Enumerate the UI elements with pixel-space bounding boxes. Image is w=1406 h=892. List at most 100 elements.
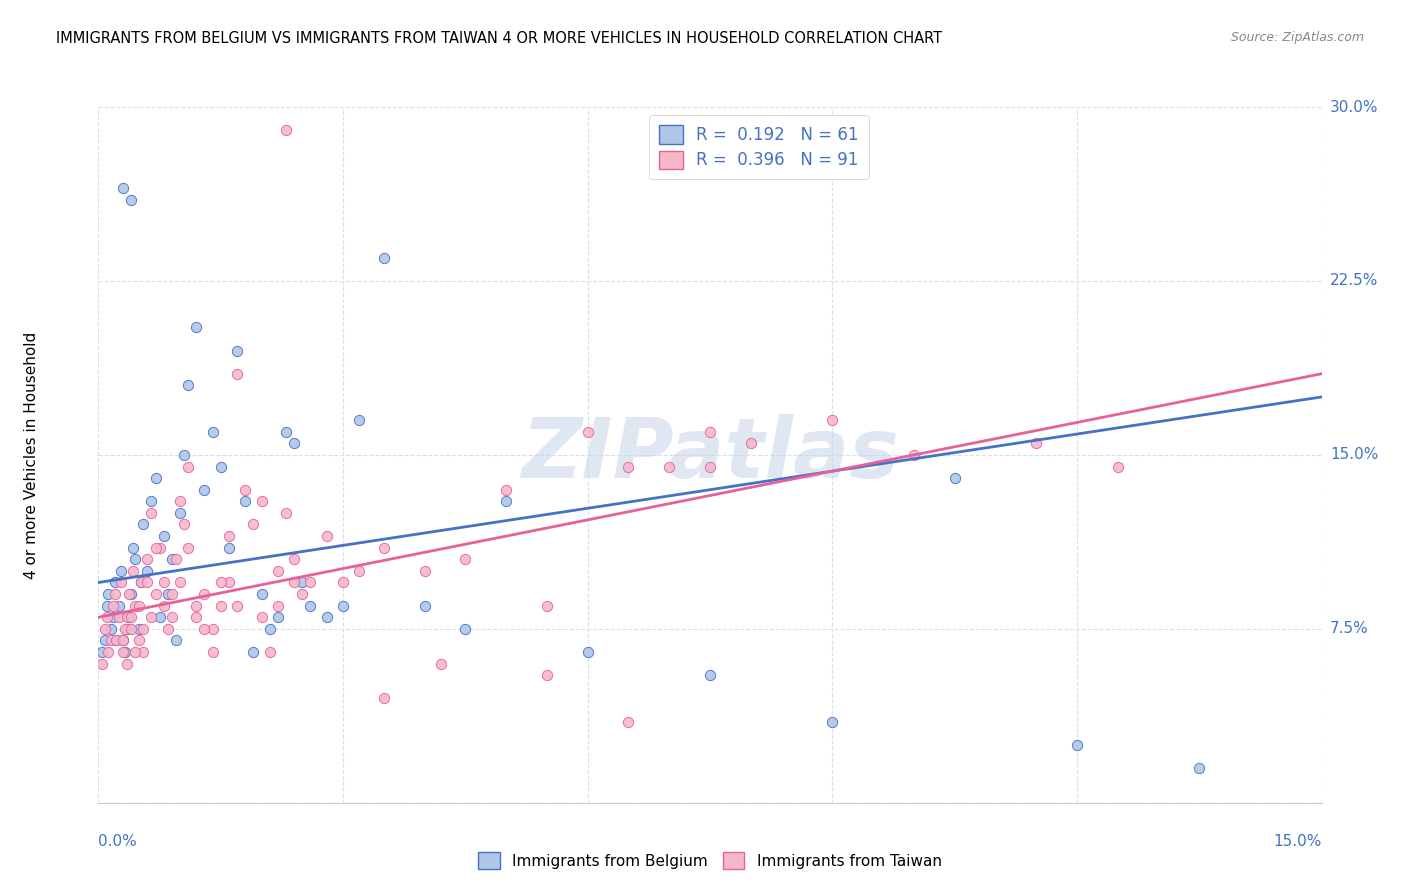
Point bbox=[141, 506, 163, 520]
Point bbox=[114, 645, 136, 659]
Point bbox=[617, 459, 640, 474]
Point bbox=[186, 599, 208, 613]
Point bbox=[201, 425, 224, 439]
Point bbox=[121, 541, 143, 555]
Point bbox=[349, 564, 371, 578]
Point bbox=[218, 529, 240, 543]
Point bbox=[105, 633, 128, 648]
Point bbox=[132, 622, 155, 636]
Point bbox=[145, 587, 167, 601]
Text: Source: ZipAtlas.com: Source: ZipAtlas.com bbox=[1230, 31, 1364, 45]
Point bbox=[186, 610, 208, 624]
Point bbox=[177, 459, 200, 474]
Point bbox=[495, 494, 517, 508]
Point bbox=[108, 599, 131, 613]
Point bbox=[1025, 436, 1047, 450]
Point bbox=[111, 633, 134, 648]
Point bbox=[373, 541, 395, 555]
Point bbox=[110, 564, 132, 578]
Point bbox=[101, 599, 124, 613]
Point bbox=[283, 575, 305, 590]
Text: 22.5%: 22.5% bbox=[1330, 274, 1378, 288]
Point bbox=[128, 622, 150, 636]
Point bbox=[274, 506, 297, 520]
Point bbox=[136, 552, 159, 566]
Point bbox=[201, 622, 224, 636]
Point bbox=[115, 610, 138, 624]
Point bbox=[291, 575, 314, 590]
Point bbox=[699, 668, 721, 682]
Point bbox=[226, 599, 249, 613]
Point bbox=[141, 494, 163, 508]
Point bbox=[413, 599, 436, 613]
Point bbox=[430, 657, 453, 671]
Point bbox=[1066, 738, 1088, 752]
Point bbox=[943, 471, 966, 485]
Point bbox=[193, 622, 215, 636]
Point bbox=[149, 541, 172, 555]
Point bbox=[193, 483, 215, 497]
Point bbox=[128, 633, 150, 648]
Point bbox=[283, 436, 305, 450]
Point bbox=[114, 622, 136, 636]
Text: 30.0%: 30.0% bbox=[1330, 100, 1378, 114]
Point bbox=[193, 587, 215, 601]
Point bbox=[413, 564, 436, 578]
Point bbox=[209, 599, 232, 613]
Point bbox=[152, 529, 174, 543]
Point bbox=[173, 517, 195, 532]
Point bbox=[141, 610, 163, 624]
Legend: Immigrants from Belgium, Immigrants from Taiwan: Immigrants from Belgium, Immigrants from… bbox=[472, 847, 948, 875]
Point bbox=[315, 529, 337, 543]
Point bbox=[177, 378, 200, 392]
Point bbox=[152, 599, 174, 613]
Point bbox=[209, 575, 232, 590]
Point bbox=[274, 123, 297, 137]
Point bbox=[96, 599, 118, 613]
Point bbox=[821, 413, 844, 427]
Point bbox=[536, 668, 558, 682]
Point bbox=[169, 494, 191, 508]
Point bbox=[267, 610, 290, 624]
Point bbox=[242, 645, 264, 659]
Point bbox=[291, 587, 314, 601]
Point bbox=[132, 517, 155, 532]
Point bbox=[160, 552, 183, 566]
Point bbox=[145, 541, 167, 555]
Point bbox=[283, 552, 305, 566]
Point bbox=[242, 517, 264, 532]
Text: IMMIGRANTS FROM BELGIUM VS IMMIGRANTS FROM TAIWAN 4 OR MORE VEHICLES IN HOUSEHOL: IMMIGRANTS FROM BELGIUM VS IMMIGRANTS FR… bbox=[56, 31, 942, 46]
Point bbox=[94, 622, 117, 636]
Point bbox=[111, 181, 134, 195]
Point bbox=[165, 552, 187, 566]
Point bbox=[536, 599, 558, 613]
Text: 0.0%: 0.0% bbox=[98, 834, 138, 849]
Text: ZIPatlas: ZIPatlas bbox=[522, 415, 898, 495]
Point bbox=[121, 564, 143, 578]
Point bbox=[97, 645, 120, 659]
Point bbox=[177, 541, 200, 555]
Point bbox=[115, 657, 138, 671]
Point bbox=[145, 471, 167, 485]
Point bbox=[152, 575, 174, 590]
Point bbox=[149, 610, 172, 624]
Point bbox=[108, 610, 131, 624]
Text: 15.0%: 15.0% bbox=[1330, 448, 1378, 462]
Point bbox=[373, 251, 395, 265]
Point bbox=[699, 425, 721, 439]
Point bbox=[617, 714, 640, 729]
Point bbox=[129, 575, 152, 590]
Point bbox=[250, 494, 273, 508]
Point bbox=[349, 413, 371, 427]
Point bbox=[740, 436, 762, 450]
Point bbox=[132, 645, 155, 659]
Point bbox=[658, 459, 681, 474]
Point bbox=[250, 587, 273, 601]
Point bbox=[186, 320, 208, 334]
Point bbox=[201, 645, 224, 659]
Point bbox=[259, 622, 281, 636]
Point bbox=[576, 645, 599, 659]
Point bbox=[111, 633, 134, 648]
Point bbox=[104, 575, 127, 590]
Point bbox=[115, 622, 138, 636]
